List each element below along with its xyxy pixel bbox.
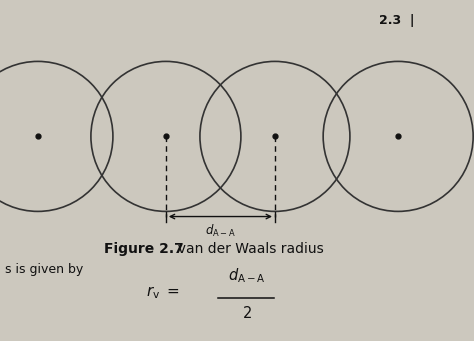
- Text: van der Waals radius: van der Waals radius: [169, 242, 324, 256]
- Text: $r_{\mathrm{v}}\ =$: $r_{\mathrm{v}}\ =$: [146, 284, 180, 300]
- Text: $d_{\mathrm{A-A}}$: $d_{\mathrm{A-A}}$: [228, 266, 265, 285]
- Text: $2$: $2$: [242, 305, 251, 321]
- Text: $d_{\mathrm{A-A}}$: $d_{\mathrm{A-A}}$: [205, 223, 236, 239]
- Text: Figure 2.7: Figure 2.7: [104, 242, 184, 256]
- Text: 2.3  |: 2.3 |: [379, 14, 415, 27]
- Text: s is given by: s is given by: [5, 263, 83, 276]
